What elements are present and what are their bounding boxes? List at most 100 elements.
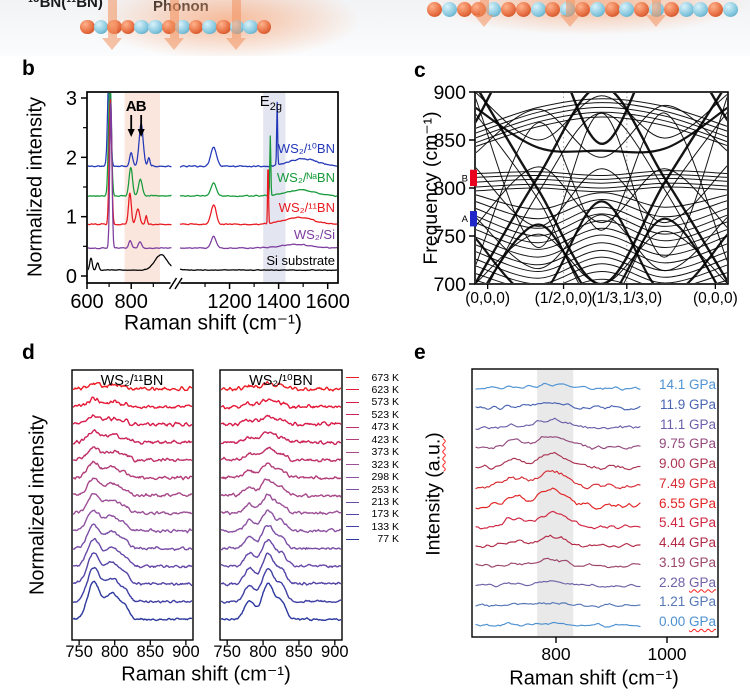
mode-marker-B <box>470 169 477 187</box>
pressure-unit: GPa <box>688 515 716 531</box>
phonon-arrow-right-2-body <box>651 0 661 15</box>
phonon-band <box>476 102 727 134</box>
phonon-band <box>476 263 727 283</box>
legend-item: 298 K <box>346 471 399 483</box>
tick-label: 3 <box>66 88 77 110</box>
tick-label: 1200 <box>207 291 252 313</box>
right-chain-boron-atom <box>634 1 650 17</box>
legend-item: 213 K <box>346 496 399 508</box>
phonon-band <box>476 182 727 189</box>
legend-item: 623 K <box>346 384 399 396</box>
spectrum-curve <box>221 525 341 551</box>
panel-d-plot: 750 800 850 900 750 800 850 900 <box>65 369 349 661</box>
pressure-label: 0.00 GPa <box>658 614 716 629</box>
panel-letter-e: e <box>414 341 426 364</box>
right-chain-boron-atom <box>427 1 442 17</box>
legend-swatch <box>346 513 359 515</box>
panel-e-plot: 800 1000 <box>471 368 719 664</box>
phonon-band <box>476 249 727 273</box>
pressure-label: 7.49 GPa <box>658 475 716 491</box>
legend-item: 673 K <box>346 372 399 384</box>
phonon-band <box>476 214 727 272</box>
phonon-band <box>476 230 727 283</box>
mode-marker-A <box>470 211 477 227</box>
spectrum-curve <box>179 169 337 226</box>
panel-letter-c: c <box>414 59 426 82</box>
phonon-schematic: ¹⁰BN(¹¹BN) Phonon <box>0 0 750 56</box>
pressure-label: 9.00 GPa <box>658 456 716 471</box>
phonon-band <box>476 192 727 210</box>
spectrum-curve <box>73 477 192 498</box>
phonon-arrow-left-0-body <box>107 0 117 38</box>
phonon-arrow-left-0-head <box>102 38 122 50</box>
pressure-label: 14.1 GPa <box>658 377 716 392</box>
phonon-band <box>488 112 716 283</box>
spectrum-curve <box>179 101 337 168</box>
spectrum-curve <box>475 557 641 569</box>
legend-label: 213 K <box>371 496 399 508</box>
right-chain-nitrogen-atom <box>723 1 738 17</box>
pressure-label: 11.9 GPa <box>659 396 716 412</box>
right-chain-boron-atom <box>545 1 561 17</box>
spectrum-curve <box>475 580 641 588</box>
left-chain-boron-atom <box>120 19 136 35</box>
curve-label: Si substrate <box>266 252 335 268</box>
tick-label: 750 <box>213 643 241 661</box>
mode-marker-label: B <box>462 173 468 184</box>
spectrum-curve <box>475 402 641 411</box>
spectrum-curve <box>179 268 337 272</box>
legend-label: 573 K <box>371 396 399 409</box>
phonon-arrow-left-1-body <box>169 0 179 38</box>
legend-item: 523 K <box>346 409 399 421</box>
phonon-band <box>476 165 727 227</box>
right-chain-boron-atom <box>604 1 620 17</box>
spectrum-curve <box>221 493 341 516</box>
mode-annotation: B <box>136 98 147 115</box>
phonon-arrow-right-1-body <box>565 0 575 15</box>
spectrum-curve <box>475 417 641 430</box>
spectrum-curve <box>475 621 641 628</box>
right-chain-boron-atom <box>575 1 590 17</box>
spectrum-curve <box>221 552 341 587</box>
phonon-band <box>476 234 727 258</box>
pressure-unit: GPa <box>688 416 716 432</box>
phonon-band <box>476 170 727 177</box>
spectrum-curve <box>88 93 172 168</box>
kpoint-label: (1/2,0,0) <box>535 290 593 307</box>
pressure-unit: GPa <box>688 495 716 511</box>
phonon-band <box>476 116 727 147</box>
legend-swatch <box>346 439 359 441</box>
spectrum-curve <box>221 462 341 480</box>
right-chain-boron-atom <box>708 1 724 17</box>
legend-swatch <box>346 451 359 453</box>
legend-item: 423 K <box>346 434 399 446</box>
spectrum-curve <box>221 478 341 498</box>
pressure-unit: GPa <box>688 456 716 471</box>
pressure-unit: GPa <box>688 377 716 392</box>
phonon-arrow-left-1-head <box>164 38 184 50</box>
curve-label: WS₂/¹⁰BN <box>277 140 335 156</box>
phonon-arrow-right-1-head <box>560 15 580 27</box>
phonon-band <box>476 93 727 146</box>
left-chain-boron-atom <box>216 19 231 35</box>
phonon-band <box>476 174 727 180</box>
panel-e-ylabel-unit: a.u. <box>422 438 445 472</box>
legend-label: 133 K <box>371 520 399 533</box>
spectrum-curve <box>221 582 341 622</box>
legend-label: 298 K <box>371 471 399 484</box>
spectrum-curve <box>73 381 192 392</box>
spectrum-curve <box>221 414 341 427</box>
panel-c-ylabel: Frequency (cm⁻¹) <box>420 111 442 265</box>
panel-c-plot: 700 750 800 850 900 (0,0,0) (1/2,0,0) (1/3,1/3,… <box>433 82 737 307</box>
panel-e-xlabel: Raman shift (cm⁻¹) <box>509 667 679 690</box>
phonon-arrow-left-2-head <box>226 38 246 50</box>
legend-swatch <box>346 414 359 416</box>
panel-b-ylabel: Normalized intensity <box>24 96 47 278</box>
tick-label: 800 <box>541 644 570 664</box>
panel-d-title-11bn: WS₂/¹¹BN <box>100 373 164 389</box>
isotope-bn-label: ¹⁰BN(¹¹BN) <box>28 0 103 11</box>
spectrum-curve <box>73 396 192 410</box>
legend-swatch <box>346 489 359 491</box>
legend-item: 253 K <box>346 484 399 496</box>
phonon-band <box>478 93 723 283</box>
